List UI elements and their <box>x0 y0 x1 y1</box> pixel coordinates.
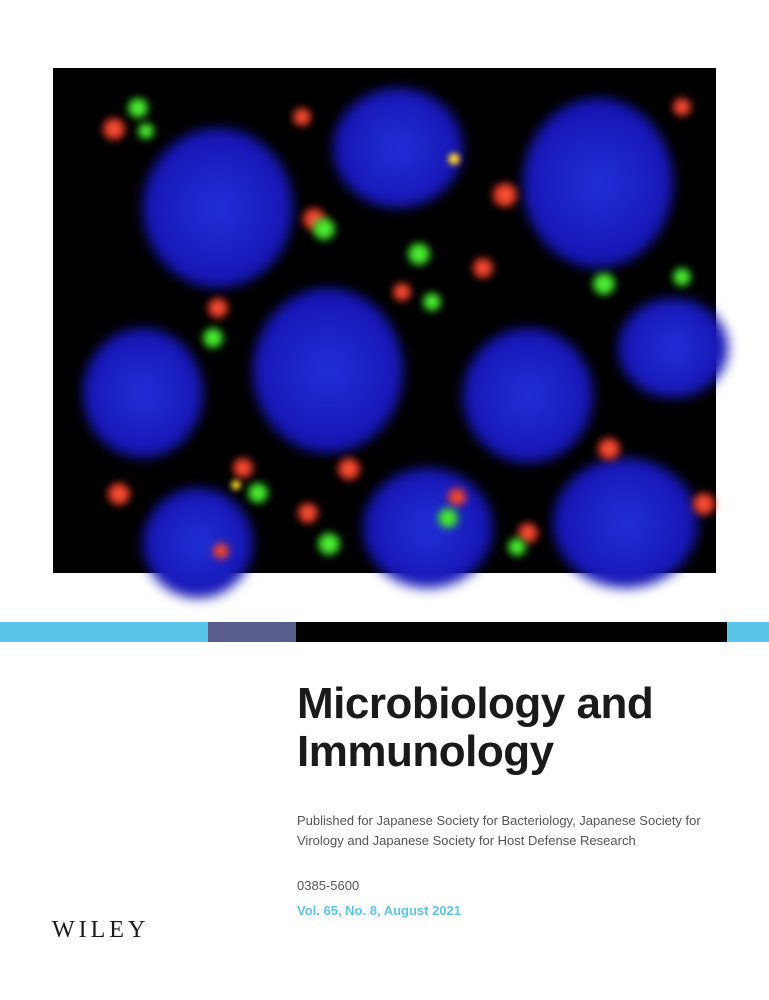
red-dot <box>293 108 311 126</box>
red-dot <box>213 543 229 559</box>
green-dot <box>423 293 441 311</box>
green-dot <box>673 268 691 286</box>
red-dot <box>338 458 360 480</box>
title-line-1: Microbiology and <box>297 679 653 728</box>
yellow-dot <box>231 480 241 490</box>
color-stripe-bar <box>0 622 769 642</box>
blue-cell <box>618 298 728 398</box>
red-dot <box>208 298 228 318</box>
blue-cell <box>83 328 203 458</box>
red-dot <box>598 438 620 460</box>
red-dot <box>448 488 466 506</box>
red-dot <box>473 258 493 278</box>
blue-cell <box>553 458 698 588</box>
wiley-logo: WILEY <box>52 917 149 944</box>
publisher-note: Published for Japanese Society for Bacte… <box>297 811 727 850</box>
red-dot <box>108 483 130 505</box>
journal-title: Microbiology and Immunology <box>297 680 727 775</box>
green-dot <box>318 533 340 555</box>
green-dot <box>138 123 154 139</box>
blue-cell <box>523 98 673 268</box>
green-dot <box>248 483 268 503</box>
stripe-segment <box>727 622 769 642</box>
stripe-segment <box>208 622 296 642</box>
red-dot <box>393 283 411 301</box>
green-dot <box>313 218 335 240</box>
red-dot <box>103 118 125 140</box>
green-dot <box>438 508 458 528</box>
stripe-segment <box>0 622 208 642</box>
volume-issue-date: Vol. 65, No. 8, August 2021 <box>297 903 727 918</box>
title-block: Microbiology and Immunology Published fo… <box>297 680 727 918</box>
red-dot <box>693 493 715 515</box>
green-dot <box>128 98 148 118</box>
title-line-2: Immunology <box>297 727 554 776</box>
blue-cell <box>333 88 463 208</box>
green-dot <box>203 328 223 348</box>
blue-cell <box>143 488 253 598</box>
green-dot <box>593 273 615 295</box>
green-dot <box>508 538 526 556</box>
yellow-dot <box>448 153 460 165</box>
issn-number: 0385-5600 <box>297 878 727 893</box>
blue-cell <box>363 468 493 588</box>
blue-cell <box>463 328 593 463</box>
green-dot <box>408 243 430 265</box>
red-dot <box>233 458 253 478</box>
blue-cell <box>253 288 403 453</box>
stripe-segment <box>296 622 727 642</box>
cover-microscopy-image <box>53 68 716 573</box>
red-dot <box>298 503 318 523</box>
red-dot <box>493 183 517 207</box>
red-dot <box>673 98 691 116</box>
blue-cell <box>143 128 293 288</box>
